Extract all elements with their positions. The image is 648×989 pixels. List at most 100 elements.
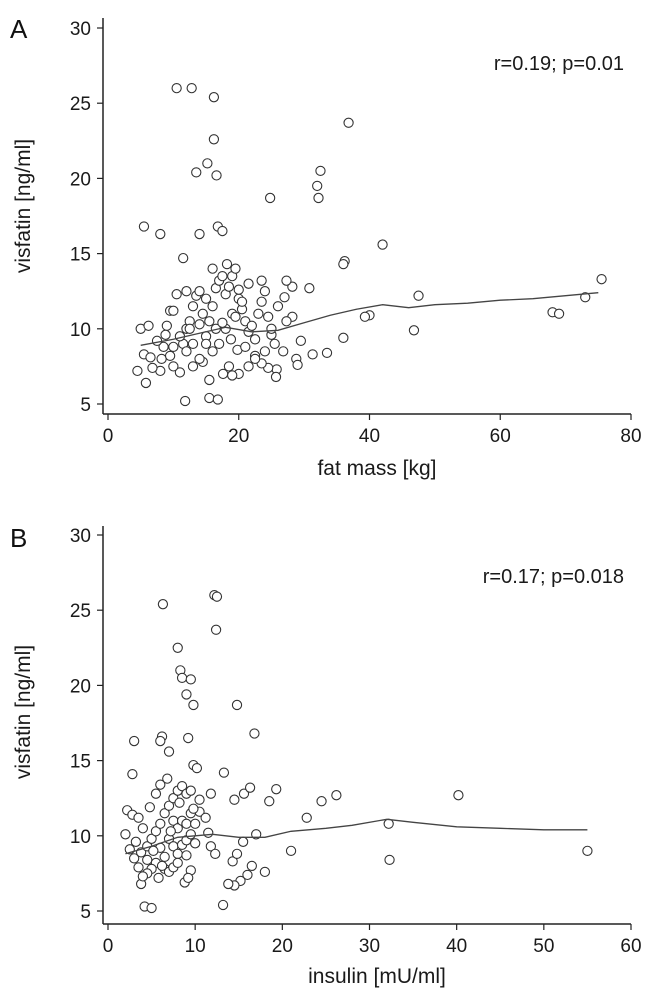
data-point [249, 728, 260, 739]
data-point [596, 274, 607, 285]
y-tick-label: 20 [70, 169, 91, 190]
data-point [194, 286, 205, 297]
data-point [162, 773, 173, 784]
data-point [217, 225, 228, 237]
data-point [383, 818, 394, 829]
x-tick-label: 60 [490, 426, 511, 447]
data-point [236, 296, 248, 307]
data-point [246, 320, 257, 331]
data-point [211, 170, 222, 181]
data-point [208, 92, 220, 103]
data-point [278, 346, 289, 357]
data-point [188, 803, 199, 814]
data-point [553, 308, 565, 319]
data-point [185, 674, 196, 685]
data-point [194, 794, 205, 805]
x-tick-label: 10 [185, 936, 206, 957]
data-point [227, 370, 238, 381]
y-tick-label: 10 [70, 827, 91, 848]
data-point [120, 829, 131, 840]
data-point [230, 311, 241, 322]
data-point [238, 788, 250, 799]
data-point [155, 818, 166, 829]
data-point [200, 338, 212, 349]
data-point [172, 642, 183, 653]
data-point [211, 591, 223, 602]
data-point [174, 331, 186, 342]
data-point [191, 167, 202, 178]
data-point [271, 784, 282, 795]
x-tick-label: 50 [533, 936, 554, 957]
data-point [213, 338, 225, 349]
data-point [204, 316, 215, 327]
data-point [218, 767, 230, 778]
data-point [217, 899, 229, 911]
data-point [138, 221, 150, 232]
data-point [230, 263, 241, 274]
data-point [208, 134, 220, 145]
y-tick-label: 5 [80, 395, 91, 416]
y-tick-label: 20 [70, 676, 91, 697]
data-point [240, 341, 251, 352]
y-tick-label: 10 [70, 320, 91, 341]
data-point [292, 359, 303, 371]
data-point [150, 788, 162, 799]
x-tick-label: 80 [620, 426, 641, 447]
data-point [176, 672, 188, 684]
data-point [185, 829, 196, 840]
data-point [243, 361, 254, 372]
data-point [204, 392, 215, 404]
data-point [237, 836, 249, 847]
data-point [202, 158, 213, 169]
data-point [190, 818, 201, 829]
data-point [133, 812, 144, 823]
data-point [301, 812, 312, 823]
data-point [304, 283, 315, 294]
data-point [307, 349, 318, 360]
data-point [205, 788, 217, 799]
data-point [217, 271, 228, 282]
data-point [582, 845, 593, 856]
data-point [127, 768, 138, 780]
data-point [190, 838, 201, 849]
data-point [181, 346, 192, 357]
data-point [210, 624, 222, 635]
data-point [150, 826, 162, 837]
data-point [164, 350, 176, 362]
data-point [143, 320, 154, 331]
data-point [281, 275, 292, 286]
data-point [156, 860, 168, 872]
data-point [331, 790, 342, 801]
panel-a: 5 10 15 20 25 30 0 20 40 60 80 fat mass [kg] visfati… [10, 14, 642, 480]
data-point [281, 316, 292, 327]
data-point [194, 319, 205, 330]
data-point [253, 308, 264, 319]
data-point [155, 228, 166, 240]
data-point [263, 311, 274, 322]
data-point [160, 329, 171, 340]
data-point [243, 278, 254, 289]
panel-label: A [10, 14, 28, 44]
data-point [408, 325, 420, 336]
data-point [181, 818, 192, 829]
data-point [151, 335, 163, 346]
data-point [251, 829, 262, 840]
data-point [165, 826, 176, 837]
data-point [285, 845, 297, 856]
data-point [413, 290, 424, 301]
y-tick-label: 15 [70, 752, 91, 773]
loess-fit-line [140, 292, 599, 346]
data-point [256, 296, 267, 307]
data-point [259, 346, 271, 357]
data-point [259, 866, 271, 878]
data-point [156, 353, 167, 365]
data-point [185, 785, 196, 796]
data-point [168, 361, 179, 372]
data-point [453, 790, 464, 801]
data-point [223, 281, 235, 292]
data-point [259, 286, 271, 297]
data-point [233, 284, 244, 295]
data-point [159, 808, 170, 819]
data-point [204, 374, 215, 386]
